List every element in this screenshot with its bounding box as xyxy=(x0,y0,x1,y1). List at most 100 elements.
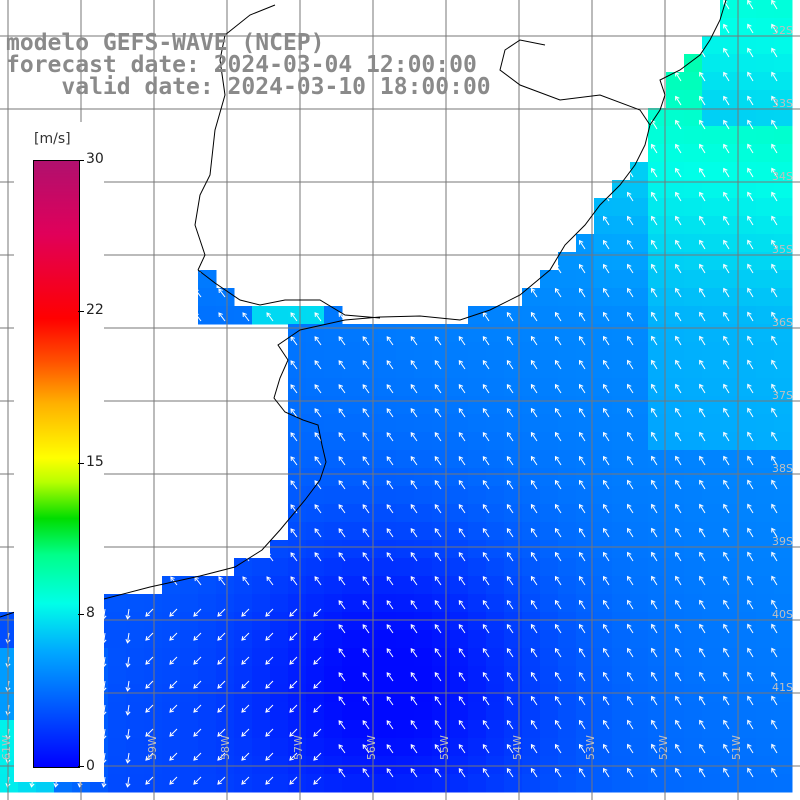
wind-cell xyxy=(774,252,793,271)
wind-cell xyxy=(612,468,631,487)
wind-cell xyxy=(684,72,703,91)
wind-arrow xyxy=(362,624,370,634)
wind-arrow-head xyxy=(554,383,560,389)
wind-arrow xyxy=(434,696,442,706)
wind-arrow xyxy=(747,504,754,514)
wind-cell xyxy=(162,612,181,631)
wind-arrow xyxy=(723,696,730,706)
wind-cell xyxy=(324,558,343,577)
wind-arrow-head xyxy=(314,504,320,509)
wind-arrow-head xyxy=(675,623,680,629)
wind-arrow xyxy=(723,360,730,370)
wind-cell xyxy=(756,342,775,361)
wind-arrow-head xyxy=(506,359,512,365)
wind-cell xyxy=(162,666,181,685)
wind-arrow xyxy=(314,504,322,514)
wind-arrow xyxy=(434,720,442,730)
wind-arrow-head xyxy=(506,431,512,437)
wind-arrow-head xyxy=(771,215,776,221)
wind-arrow xyxy=(603,480,610,490)
colorbar-tick-0: 0 xyxy=(86,758,95,774)
wind-arrow-head xyxy=(675,551,680,557)
wind-arrow-head xyxy=(771,263,776,269)
wind-cell xyxy=(198,756,217,775)
wind-cell xyxy=(594,216,613,235)
wind-cell xyxy=(342,720,361,739)
wind-arrow-head xyxy=(651,743,656,749)
wind-arrow xyxy=(410,312,418,322)
wind-cell xyxy=(774,756,793,775)
wind-arrow-head xyxy=(578,671,584,677)
wind-arrow-head xyxy=(554,311,560,317)
wind-cell xyxy=(576,594,595,613)
wind-cell xyxy=(486,738,505,757)
wind-arrow-head xyxy=(699,287,704,293)
wind-arrow-head xyxy=(338,696,344,701)
wind-cell xyxy=(540,774,559,793)
wind-cell xyxy=(684,144,703,163)
wind-arrow-head xyxy=(699,311,704,317)
wind-cell xyxy=(774,90,793,109)
wind-arrow-head xyxy=(313,732,318,737)
wind-arrow-head xyxy=(242,312,247,318)
wind-cell xyxy=(558,396,577,415)
wind-arrow-head xyxy=(675,503,680,509)
wind-arrow xyxy=(579,288,586,298)
latitude-label: 40S xyxy=(772,608,793,621)
wind-cell xyxy=(756,450,775,469)
wind-arrow-head xyxy=(410,672,416,677)
wind-arrow-head xyxy=(386,504,392,509)
wind-cell xyxy=(720,360,739,379)
wind-cell xyxy=(270,666,289,685)
latitude-label: 37S xyxy=(772,389,793,402)
wind-arrow-head xyxy=(651,599,656,605)
wind-arrow xyxy=(723,120,730,130)
wind-arrow xyxy=(603,360,610,370)
wind-arrow-head xyxy=(603,311,608,317)
wind-cell xyxy=(486,540,505,559)
wind-cell xyxy=(612,450,631,469)
wind-cell xyxy=(270,612,289,631)
wind-arrow-head xyxy=(771,503,776,509)
wind-arrow xyxy=(434,432,442,442)
wind-arrow xyxy=(771,168,778,178)
wind-cell xyxy=(720,540,739,559)
wind-arrow-head xyxy=(627,263,632,269)
wind-arrow xyxy=(579,312,586,322)
wind-arrow-head xyxy=(313,780,318,785)
wind-arrow-head xyxy=(338,672,344,677)
wind-arrow xyxy=(675,456,682,466)
wind-arrow xyxy=(290,408,298,418)
wind-cell xyxy=(540,378,559,397)
wind-arrow xyxy=(651,552,658,562)
wind-cell xyxy=(558,432,577,451)
wind-arrow xyxy=(651,336,658,346)
wind-arrow-head xyxy=(338,720,344,725)
wind-cell xyxy=(738,252,757,271)
wind-arrow xyxy=(434,408,442,418)
wind-cell xyxy=(522,432,541,451)
wind-cell xyxy=(594,630,613,649)
wind-arrow xyxy=(410,504,418,514)
wind-arrow xyxy=(771,480,778,490)
wind-arrow-head xyxy=(482,311,488,317)
wind-arrow-head xyxy=(169,636,174,641)
wind-arrow xyxy=(771,360,778,370)
wind-cell xyxy=(576,558,595,577)
wind-arrow-head xyxy=(145,780,150,785)
wind-cell xyxy=(648,594,667,613)
wind-arrow-head xyxy=(723,647,728,653)
wind-arrow xyxy=(603,504,610,514)
wind-cell xyxy=(612,720,631,739)
wind-arrow-head xyxy=(410,480,416,485)
wind-cell xyxy=(360,486,379,505)
wind-arrow xyxy=(193,680,202,689)
wind-cell xyxy=(396,342,415,361)
wind-arrow-head xyxy=(723,623,728,629)
colorbar-tick-15: 15 xyxy=(86,454,104,470)
wind-arrow-head xyxy=(554,359,560,365)
wind-arrow-head xyxy=(410,768,416,773)
wind-arrow xyxy=(603,192,610,202)
wind-cell xyxy=(432,450,451,469)
wind-arrow xyxy=(290,528,298,538)
